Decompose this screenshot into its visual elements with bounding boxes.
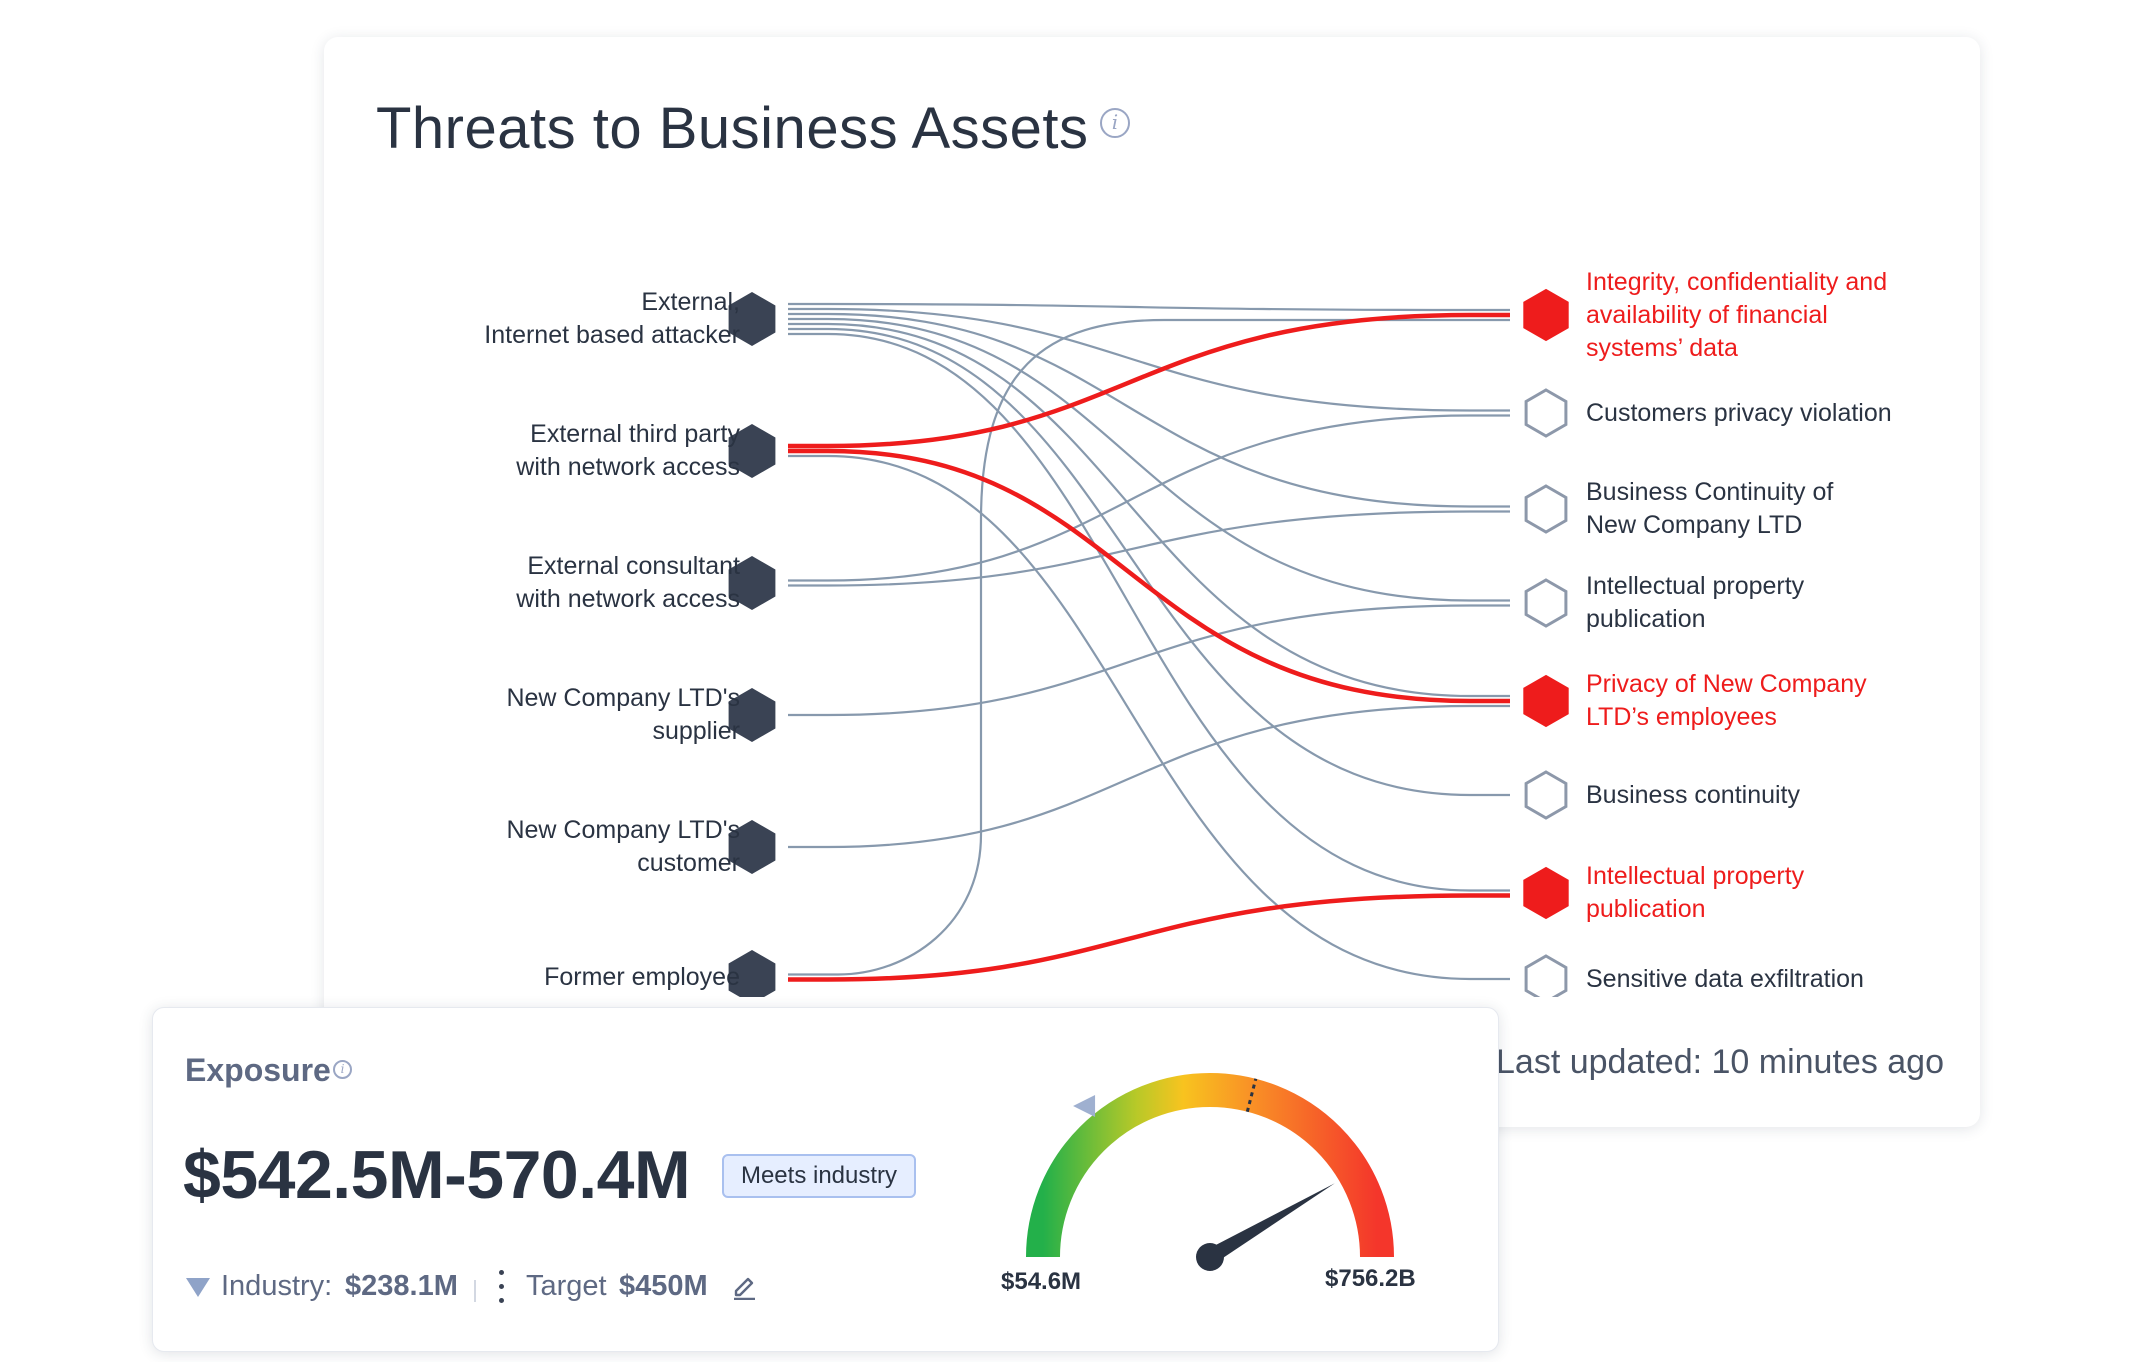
- asset-label: Customers privacy violation: [1586, 398, 1892, 427]
- threat-source-node[interactable]: [728, 556, 776, 610]
- threat-source-label: New Company LTD's customer: [506, 816, 740, 877]
- critical-threat-link[interactable]: [788, 448, 1510, 704]
- gauge-needle: [1205, 1183, 1335, 1264]
- threat-link[interactable]: [788, 302, 1510, 312]
- industry-value: $238.1M: [345, 1270, 458, 1302]
- threat-flow-diagram: [728, 288, 1569, 997]
- asset-label: Integrity, confidentiality and availabil…: [1586, 267, 1888, 362]
- gauge-max-label: $756.2B: [1325, 1265, 1416, 1292]
- threat-source-label: Former employee: [544, 962, 740, 991]
- target-value: $450M: [619, 1270, 708, 1302]
- threat-link[interactable]: [788, 510, 1510, 587]
- industry-label: Industry:: [221, 1270, 333, 1302]
- asset-node[interactable]: [1524, 954, 1568, 997]
- critical-asset-node[interactable]: [1523, 288, 1569, 342]
- asset-label: Privacy of New Company LTD’s employees: [1586, 670, 1867, 731]
- asset-label: Business Continuity of New Company LTD: [1586, 478, 1834, 539]
- threat-source-node[interactable]: [728, 820, 776, 874]
- threat-link[interactable]: [788, 312, 1510, 508]
- target-label: Target: [526, 1270, 607, 1302]
- last-updated: Last updated: 10 minutes ago: [1496, 1043, 1944, 1081]
- industry-badge: Meets industry: [722, 1154, 916, 1198]
- gauge-needle-hub: [1196, 1243, 1224, 1271]
- critical-threat-link[interactable]: [788, 312, 1510, 449]
- gauge-arc: [1026, 1073, 1394, 1258]
- exposure-card: Exposure i $542.5M-570.4M Meets industry…: [152, 1007, 1499, 1352]
- threat-source-label: New Company LTD's supplier: [506, 684, 740, 745]
- asset-label: Sensitive data exfiltration: [1586, 964, 1864, 993]
- threat-source-node[interactable]: [728, 950, 776, 997]
- asset-node[interactable]: [1524, 770, 1568, 820]
- threat-link[interactable]: [788, 318, 1510, 976]
- threats-card: Threats to Business Assets i External, I…: [324, 37, 1980, 1127]
- threat-source-label: External, Internet based attacker: [484, 288, 740, 349]
- threat-link[interactable]: [788, 454, 1510, 981]
- threat-link[interactable]: [788, 704, 1510, 849]
- threat-link[interactable]: [788, 332, 1510, 892]
- threat-source-node[interactable]: [728, 688, 776, 742]
- gauge-target-marker: [1245, 1078, 1258, 1113]
- more-vertical-icon[interactable]: [498, 1268, 504, 1306]
- info-icon[interactable]: i: [333, 1060, 352, 1079]
- threat-source-label: External third party with network access: [516, 420, 740, 481]
- threat-source-label: External consultant with network access: [516, 552, 740, 613]
- card-title: Threats to Business Assets: [376, 96, 1089, 161]
- exposure-value: $542.5M-570.4M: [183, 1137, 691, 1213]
- threat-link[interactable]: [788, 322, 1510, 698]
- divider: [474, 1280, 476, 1302]
- threat-link[interactable]: [788, 414, 1510, 582]
- pencil-icon: [734, 1277, 755, 1301]
- threat-link[interactable]: [788, 317, 1510, 602]
- triangle-down-icon: [186, 1278, 210, 1297]
- asset-label: Business continuity: [1586, 780, 1801, 809]
- info-icon[interactable]: i: [1100, 108, 1130, 138]
- asset-label: Intellectual property publication: [1586, 572, 1805, 633]
- critical-asset-node[interactable]: [1523, 866, 1569, 920]
- threat-source-node[interactable]: [728, 292, 776, 346]
- threat-link[interactable]: [788, 327, 1510, 797]
- gauge-min-label: $54.6M: [1001, 1268, 1082, 1295]
- critical-threat-link[interactable]: [788, 893, 1510, 982]
- threat-source-node[interactable]: [728, 424, 776, 478]
- asset-node[interactable]: [1524, 578, 1568, 628]
- industry-marker-icon: [1073, 1094, 1096, 1117]
- exposure-gauge: [1026, 1073, 1394, 1271]
- asset-label: Intellectual property publication: [1586, 862, 1805, 923]
- exposure-title: Exposure: [185, 1052, 331, 1088]
- critical-asset-node[interactable]: [1523, 674, 1569, 728]
- threat-link[interactable]: [788, 604, 1510, 717]
- threat-link[interactable]: [788, 307, 1510, 412]
- edit-target-button[interactable]: [731, 1270, 757, 1301]
- asset-node[interactable]: [1524, 388, 1568, 438]
- asset-node[interactable]: [1524, 484, 1568, 534]
